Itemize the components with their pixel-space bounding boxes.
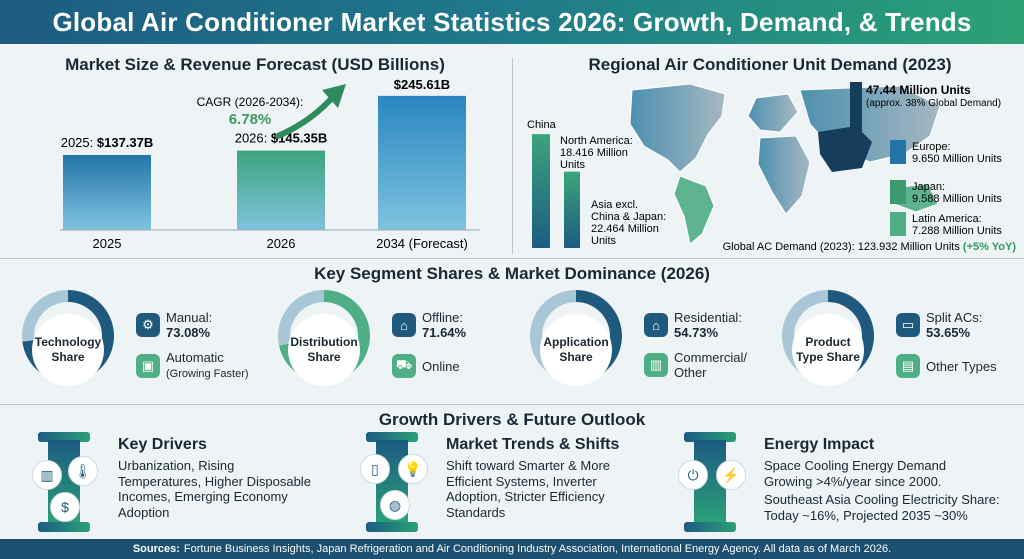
- label-china: China: [527, 119, 557, 131]
- market-trends-text: Shift toward Smarter & More Efficient Sys…: [446, 458, 610, 520]
- bar-asia-excl-china-japan: [564, 171, 580, 248]
- technology-center-label: Technology Share: [32, 314, 104, 386]
- city-icon: ▥: [32, 460, 62, 490]
- map-landmass: [747, 93, 799, 133]
- cagr-label: CAGR (2026-2034):: [197, 95, 304, 109]
- global-demand-note: Global AC Demand (2023): 123.932 Million…: [723, 241, 1017, 253]
- map-landmass: [629, 83, 726, 173]
- swatch-latin-america: [890, 212, 906, 236]
- segments-title: Key Segment Shares & Market Dominance (2…: [314, 264, 710, 283]
- map-landmass: [757, 135, 811, 215]
- market-trends-block: ▯ 💡 ◍ Market Trends & Shifts Shift towar…: [360, 432, 682, 532]
- product-secondary: ▤ Other Types: [896, 354, 997, 378]
- pillar-graphic: ▯ 💡 ◍: [360, 432, 428, 532]
- bar-2025: [63, 154, 151, 230]
- swatch-japan: [890, 180, 906, 204]
- application-primary: ⌂ Residential: 54.73%: [644, 310, 742, 340]
- energy-impact-text: Space Cooling Energy Demand Growing >4%/y…: [764, 458, 1000, 523]
- application-center-label: Application Share: [540, 314, 612, 386]
- market-trends-heading: Market Trends & Shifts: [446, 436, 620, 453]
- segment-distribution: Distribution Share ⌂ Offline: 71.64% ⛟ Onl…: [272, 288, 522, 398]
- drivers-title: Growth Drivers & Future Outlook: [378, 410, 646, 429]
- sources-footer: Sources: Fortune Business Insights, Japan…: [0, 539, 1024, 559]
- data-label-2025: 2025: $137.37B: [61, 135, 154, 150]
- china-callout-bar: [850, 82, 862, 152]
- distribution-donut: [278, 290, 370, 378]
- label-north-america: North America: 18.416 Million Units: [560, 135, 633, 171]
- horizontal-divider-2: [0, 404, 1024, 405]
- window-ac-icon: ▤: [896, 354, 920, 378]
- application-secondary: ▥ Commercial/Other: [644, 350, 747, 380]
- energy-impact-heading: Energy Impact: [764, 436, 875, 453]
- x-tick-label: 2026: [267, 236, 296, 251]
- china-value: 47.44 Million Units: [866, 83, 971, 97]
- building-icon: ▥: [644, 353, 668, 377]
- lightning-icon: ⚡: [716, 460, 746, 490]
- map-landmass: [673, 175, 715, 245]
- store-icon: ⌂: [392, 313, 416, 337]
- bar-2026: [237, 150, 325, 230]
- segment-application: Application Share ⌂ Residential: 54.73% ▥ …: [524, 288, 774, 398]
- distribution-secondary: ⛟ Online: [392, 354, 460, 378]
- pillar-graphic: ▥ 🌡 $: [32, 432, 98, 532]
- x-tick-label: 2025: [93, 236, 122, 251]
- pillar-graphic: ⏻ ⚡: [678, 432, 746, 532]
- energy-impact-block: ⏻ ⚡ Energy Impact Space Cooling Energy D…: [678, 432, 1020, 532]
- key-drivers-text: Urbanization, Rising Temperatures, Higher…: [118, 458, 311, 520]
- label-asia: Asia excl. China & Japan: 22.464 Million Un…: [591, 199, 666, 247]
- split-ac-icon: ▭: [896, 313, 920, 337]
- product-center-label: Product Type Share: [792, 314, 864, 386]
- segment-product: Product Type Share ▭ Split ACs: 53.65% ▤ O…: [776, 288, 1024, 398]
- horizontal-divider-1: [0, 258, 1024, 259]
- distribution-primary: ⌂ Offline: 71.64%: [392, 310, 466, 340]
- cagr-value: 6.78%: [229, 111, 272, 128]
- key-drivers-heading: Key Drivers: [118, 436, 207, 453]
- bar-china: [532, 134, 550, 248]
- gear-icon: ⚙: [136, 313, 160, 337]
- vertical-divider: [512, 58, 513, 254]
- growth-arrow-head: [322, 84, 346, 108]
- chip-icon: ▣: [136, 354, 160, 378]
- growth-arrow: [275, 95, 335, 139]
- money-bag-icon: $: [50, 492, 80, 522]
- market-size-title: Market Size & Revenue Forecast (USD Bill…: [65, 55, 445, 74]
- smartphone-icon: ▯: [360, 454, 390, 484]
- globe-icon: ◍: [380, 490, 410, 520]
- regional-demand-title: Regional Air Conditioner Unit Demand (20…: [588, 55, 952, 74]
- slice-online: [278, 290, 324, 346]
- cart-icon: ⛟: [392, 354, 416, 378]
- data-value-2034: $245.61B: [394, 78, 450, 92]
- label-japan: Japan: 9.588 Million Units: [912, 181, 1002, 205]
- x-tick-label: 2034 (Forecast): [376, 236, 468, 251]
- market-size-chart: 2025 2026 2034 (Forecast)2025: $137.37B 202…: [60, 78, 480, 251]
- segment-technology: Technology Share ⚙ Manual: 73.08% ▣ Automa…: [16, 288, 266, 398]
- thermometer-icon: 🌡: [68, 456, 98, 486]
- label-europe: Europe: 9.650 Million Units: [912, 141, 1002, 165]
- header-banner: Global Air Conditioner Market Statistics…: [0, 0, 1024, 44]
- china-note: (approx. 38% Global Demand): [866, 98, 1001, 109]
- key-drivers-block: ▥ 🌡 $ Key Drivers Urbanization, Rising Te…: [32, 432, 354, 532]
- bar-2034-forecast-: [378, 95, 466, 230]
- page-title: Global Air Conditioner Market Statistics…: [52, 6, 972, 37]
- swatch-europe: [890, 140, 906, 164]
- slice-automatic: [22, 290, 68, 342]
- house-icon: ⌂: [644, 313, 668, 337]
- label-latin-america: Latin America: 7.288 Million Units: [912, 213, 1002, 237]
- technology-donut: [22, 290, 114, 378]
- plug-icon: ⏻: [678, 460, 708, 490]
- technology-primary: ⚙ Manual: 73.08%: [136, 310, 212, 340]
- distribution-center-label: Distribution Share: [288, 314, 360, 386]
- product-primary: ▭ Split ACs: 53.65%: [896, 310, 982, 340]
- lightbulb-icon: 💡: [398, 454, 428, 484]
- technology-secondary: ▣ Automatic (Growing Faster): [136, 350, 249, 382]
